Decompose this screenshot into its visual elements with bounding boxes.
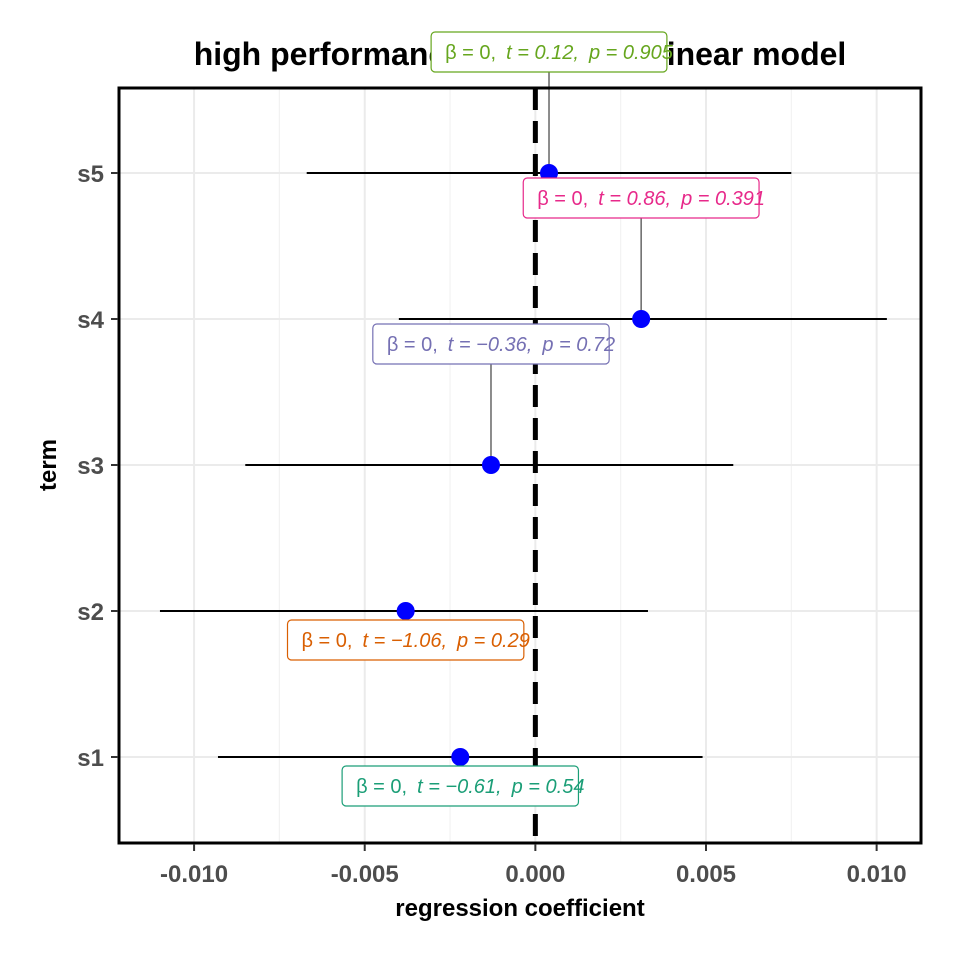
stat-label-p: p = 0.391	[680, 188, 765, 210]
estimate-point-s2	[396, 602, 415, 620]
stat-labels: β = 0, t = −0.61, p = 0.54 β = 0, t = −1.06,…	[286, 31, 765, 807]
estimate-point-s1	[451, 748, 470, 766]
stat-label-t: t = 0.86,	[598, 188, 671, 210]
x-tick-label: 0.005	[676, 861, 736, 888]
stat-label-s4: β = 0, t = 0.86, p = 0.391	[522, 177, 765, 219]
y-tick-label-s3: s3	[77, 453, 104, 480]
stat-label-p: p = 0.72	[541, 334, 615, 356]
stat-label-text: β = 0, t = 0.12, p = 0.905	[445, 42, 674, 64]
stat-label-s5: β = 0, t = 0.12, p = 0.905	[430, 31, 674, 73]
x-tick-label: 0.000	[505, 861, 565, 888]
x-tick-label: -0.005	[331, 861, 399, 888]
stat-label-text: β = 0, t = −0.61, p = 0.54	[356, 776, 584, 798]
stat-label-text: β = 0, t = −0.36, p = 0.72	[387, 334, 615, 356]
x-tick-label: 0.010	[847, 861, 907, 888]
stat-label-beta: β = 0,	[356, 776, 407, 798]
stat-label-box	[430, 31, 668, 73]
stat-label-beta: β = 0,	[387, 334, 438, 356]
stat-label-t: t = −1.06,	[362, 630, 447, 652]
y-tick-label-s4: s4	[77, 307, 104, 334]
stat-label-t: t = −0.36,	[448, 334, 533, 356]
stat-label-text: β = 0, t = 0.86, p = 0.391	[537, 188, 765, 210]
stat-label-beta: β = 0,	[445, 42, 496, 64]
stat-label-box	[341, 765, 580, 807]
y-tick-label-s2: s2	[77, 599, 104, 626]
stat-label-beta: β = 0,	[537, 188, 588, 210]
stat-label-t: t = −0.61,	[417, 776, 502, 798]
x-axis: -0.010 -0.005 0.000 0.005 0.010	[160, 844, 907, 888]
stat-label-text: β = 0, t = −1.06, p = 0.29	[302, 630, 530, 652]
stat-label-box	[372, 323, 610, 365]
stat-label-s1: β = 0, t = −0.61, p = 0.54	[341, 765, 584, 807]
stat-label-t: t = 0.12,	[506, 42, 579, 64]
y-tick-label-s1: s1	[77, 745, 104, 772]
y-tick-label-s5: s5	[77, 161, 104, 188]
stat-label-p: p = 0.54	[511, 776, 585, 798]
x-tick-label: -0.010	[160, 861, 228, 888]
y-axis: s1 s2 s3 s4 s5	[77, 161, 118, 772]
estimate-point-s3	[481, 456, 500, 474]
estimate-point-s4	[632, 310, 651, 328]
stat-label-box	[286, 619, 525, 661]
stat-label-p: p = 0.29	[456, 630, 530, 652]
label-connectors	[490, 72, 642, 465]
stat-label-s2: β = 0, t = −1.06, p = 0.29	[286, 619, 530, 661]
panel-border	[117, 86, 923, 845]
stat-label-box	[522, 177, 760, 219]
stat-label-p: p = 0.905	[588, 42, 674, 64]
y-axis-title: term	[35, 439, 62, 491]
stat-label-beta: β = 0,	[302, 630, 353, 652]
x-axis-title: regression coefficient	[395, 895, 644, 922]
stat-label-s3: β = 0, t = −0.36, p = 0.72	[372, 323, 615, 365]
